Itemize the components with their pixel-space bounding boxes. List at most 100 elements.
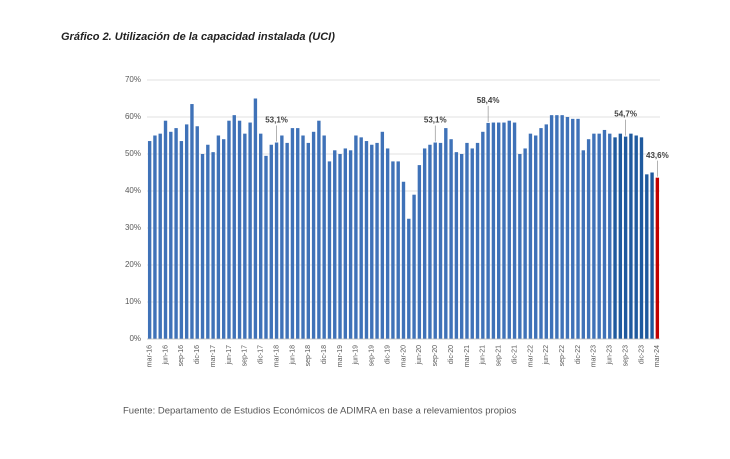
bar (613, 137, 617, 339)
bar (359, 137, 363, 339)
bar (200, 154, 205, 339)
x-tick-label: mar-20 (400, 345, 407, 367)
bar (348, 150, 353, 339)
bar (396, 161, 400, 339)
bar (454, 152, 459, 339)
bar (528, 133, 533, 339)
bar (237, 120, 242, 339)
x-tick-label: jun-20 (416, 345, 423, 366)
x-tick-label: sep-19 (369, 345, 376, 367)
bar (592, 133, 596, 339)
x-tick-label: sep-23 (622, 345, 629, 367)
x-tick-label: mar-16 (146, 345, 153, 367)
bar (211, 152, 215, 339)
bar (163, 120, 168, 339)
bar (322, 135, 326, 339)
x-tick-label: jun-22 (543, 345, 550, 366)
bar (317, 120, 321, 339)
x-tick-label: dic-22 (575, 345, 582, 364)
x-tick-label: dic-19 (384, 345, 391, 364)
bar (174, 128, 178, 339)
bar (343, 148, 348, 339)
bar (227, 120, 231, 339)
bar (650, 172, 654, 339)
bar (576, 118, 580, 339)
bar (184, 124, 189, 340)
y-tick-label: 10% (125, 297, 141, 306)
data-label: 58,4% (477, 96, 500, 105)
x-tick-label: jun-17 (226, 345, 233, 366)
bar (491, 122, 496, 339)
bar (581, 150, 586, 339)
bar (190, 104, 194, 339)
bar (380, 131, 385, 339)
bar (459, 154, 464, 339)
bar (285, 142, 289, 339)
bar (417, 165, 422, 339)
bar (153, 135, 157, 339)
chart-title: Gráfico 2. Utilización de la capacidad i… (61, 31, 335, 43)
bar (306, 142, 310, 339)
bar (497, 122, 501, 339)
bar (449, 139, 453, 339)
bar (147, 141, 152, 339)
bar (169, 131, 173, 339)
source-note: Fuente: Departamento de Estudios Económi… (123, 406, 517, 417)
bar (221, 139, 226, 339)
y-tick-label: 40% (125, 186, 141, 195)
bar (248, 122, 252, 339)
bar (338, 154, 342, 339)
bar (481, 131, 485, 339)
bar (333, 150, 337, 339)
bar (269, 144, 273, 339)
bar (634, 135, 638, 339)
bar (422, 148, 427, 339)
bar (407, 218, 411, 339)
y-tick-label: 30% (125, 223, 141, 232)
x-tick-label: jun-18 (289, 345, 296, 366)
bar (645, 174, 649, 339)
bar (549, 115, 554, 340)
bar (555, 115, 559, 340)
x-tick-label: mar-24 (654, 345, 661, 367)
bar (296, 128, 300, 339)
bar (518, 154, 522, 339)
bar (444, 128, 448, 339)
bar (401, 181, 406, 339)
x-tick-label: dic-23 (638, 345, 645, 364)
x-tick-label: dic-21 (511, 345, 518, 364)
bar (465, 142, 469, 339)
bar (216, 135, 221, 339)
bar (385, 148, 390, 339)
bar (544, 124, 548, 340)
y-tick-label: 20% (125, 260, 141, 269)
x-tick-label: jun-23 (607, 345, 614, 366)
bar (433, 142, 437, 339)
bar (259, 133, 263, 339)
bar (597, 133, 601, 339)
bar (243, 133, 247, 339)
y-tick-label: 0% (129, 334, 141, 343)
x-tick-label: mar-17 (210, 345, 217, 367)
bar (438, 142, 443, 339)
bar (391, 161, 395, 339)
bar (364, 141, 369, 339)
bar (311, 131, 316, 339)
bar (608, 133, 612, 339)
data-label: 53,1% (265, 116, 288, 125)
bar (486, 122, 490, 339)
bar (301, 135, 305, 339)
bar (470, 148, 474, 339)
bar (512, 122, 517, 339)
bar (539, 128, 543, 339)
x-tick-label: sep-16 (178, 345, 185, 367)
bar (280, 135, 284, 339)
bar (412, 194, 416, 339)
bar (375, 142, 379, 339)
x-tick-label: jun-19 (353, 345, 360, 366)
bar (475, 142, 480, 339)
x-tick-label: dic-18 (321, 345, 328, 364)
y-tick-label: 60% (125, 112, 141, 121)
bar (623, 136, 628, 339)
